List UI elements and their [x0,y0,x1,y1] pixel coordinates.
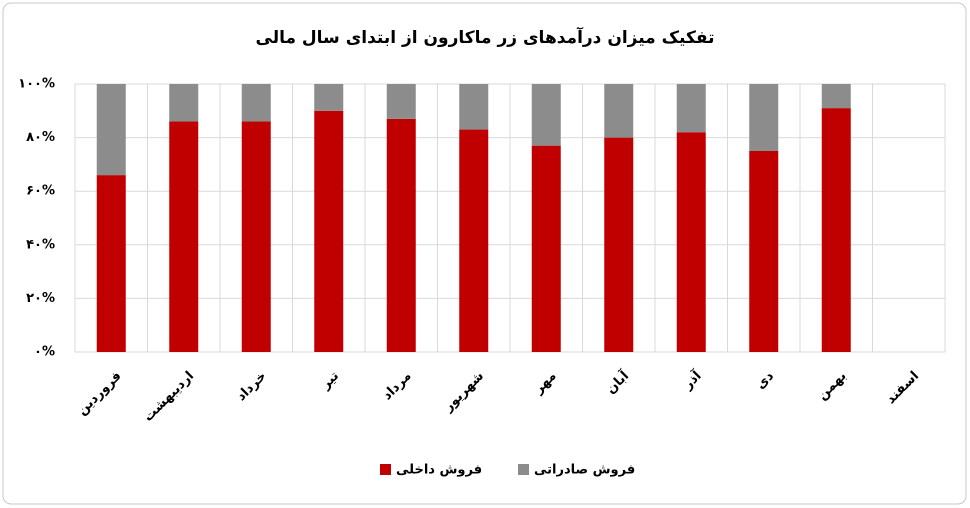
bar-segment [676,132,706,352]
y-tick-label: ۱۰۰% [18,77,55,92]
bar-segment [386,118,416,352]
bar-segment [604,84,634,138]
bar-segment [749,84,779,151]
bar-segment [604,137,634,352]
y-tick-label: ۴۰% [26,237,55,252]
y-tick-label: ۸۰% [26,130,55,145]
y-tick-label: ۲۰% [26,291,55,306]
bar-segment [241,121,271,353]
bar-segment [386,84,416,119]
bar-segment [531,84,561,146]
bar-segment [241,84,271,122]
bar-segment [96,84,126,176]
bar-segment [749,151,779,352]
chart-title: تفکیک میزان درآمدهای زر ماکارون از ابتدا… [256,26,715,48]
legend-swatch [518,464,529,475]
bar-segment [821,108,851,353]
bar-segment [314,84,344,111]
bar-segment [314,110,344,352]
bar-segment [459,84,489,130]
y-tick-label: ۰% [34,345,55,360]
bar-segment [676,84,706,133]
bar-segment [821,84,851,109]
legend-label: فروش صادراتی [534,463,635,478]
bar-segment [169,84,199,122]
y-tick-label: ۶۰% [26,184,55,199]
legend-label: فروش داخلی [396,463,482,478]
legend-swatch [380,464,391,475]
bar-segment [459,129,489,352]
bar-segment [96,175,126,352]
bar-segment [531,145,561,352]
bar-segment [169,121,199,353]
